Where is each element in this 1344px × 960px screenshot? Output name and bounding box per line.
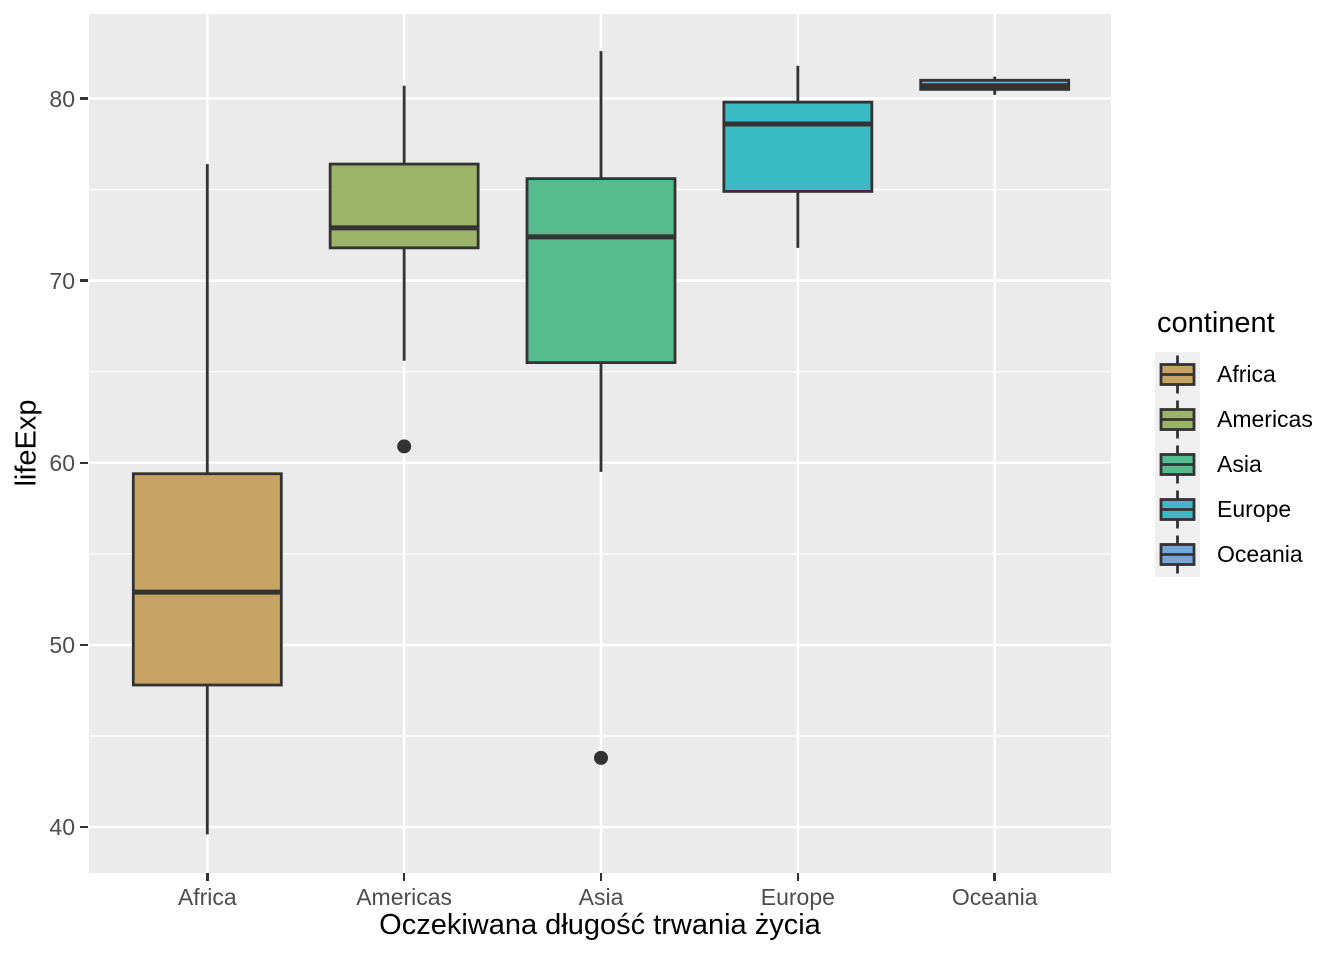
plot-panel [89, 14, 1111, 873]
boxplot-asia-box [525, 177, 677, 365]
legend-key-boxplot-icon [1155, 532, 1200, 577]
legend: continent Africa Americas Asia Europe Oceani… [1155, 306, 1313, 577]
legend-key-boxplot-icon [1155, 352, 1200, 397]
y-tick-label: 40 [49, 814, 75, 841]
boxplot-canvas [89, 14, 1111, 873]
x-tick-mark [599, 873, 603, 881]
x-tick-label-americas: Americas [356, 884, 453, 910]
legend-label: Oceania [1217, 541, 1303, 567]
legend-item-americas: Americas [1155, 397, 1313, 442]
x-tick-label-africa: Africa [177, 884, 237, 910]
x-tick-mark [796, 873, 800, 881]
legend-title: continent [1157, 307, 1275, 339]
x-tick-label-asia: Asia [578, 884, 624, 910]
legend-key-boxplot-icon [1155, 487, 1200, 532]
legend-item-asia: Asia [1155, 442, 1313, 487]
legend-item-africa: Africa [1155, 352, 1313, 397]
boxplot-asia-outlier [594, 750, 608, 765]
x-tick-label-europe: Europe [760, 884, 835, 910]
y-tick-mark [80, 825, 88, 829]
x-tick-label-oceania: Oceania [951, 884, 1038, 910]
x-tick-mark [402, 873, 406, 881]
boxplot-africa-box [131, 472, 283, 687]
legend-items: Africa Americas Asia Europe Oceania [1155, 352, 1313, 577]
boxplot-europe-box [722, 100, 874, 193]
legend-key-boxplot-icon [1155, 442, 1200, 487]
legend-label: Asia [1217, 451, 1262, 477]
boxplot-americas-box [328, 162, 480, 250]
y-tick-mark [80, 97, 88, 100]
y-tick-label: 50 [49, 631, 75, 658]
legend-label: Americas [1217, 406, 1313, 432]
legend-item-europe: Europe [1155, 487, 1313, 532]
boxplot-americas-outlier [397, 439, 412, 454]
y-tick-mark [80, 643, 88, 647]
legend-label: Africa [1217, 361, 1276, 387]
legend-label: Europe [1217, 496, 1292, 522]
x-axis-title: Oczekiwana długość trwania życia [379, 909, 821, 941]
y-tick-label: 60 [49, 449, 75, 476]
y-tick-label: 80 [49, 85, 75, 112]
y-tick-label: 70 [49, 267, 75, 294]
x-tick-mark [206, 873, 209, 881]
legend-item-oceania: Oceania [1155, 532, 1313, 577]
x-tick-mark [993, 873, 996, 881]
legend-key-boxplot-icon [1155, 397, 1200, 442]
y-tick-mark [80, 279, 88, 282]
y-tick-mark [80, 461, 88, 465]
